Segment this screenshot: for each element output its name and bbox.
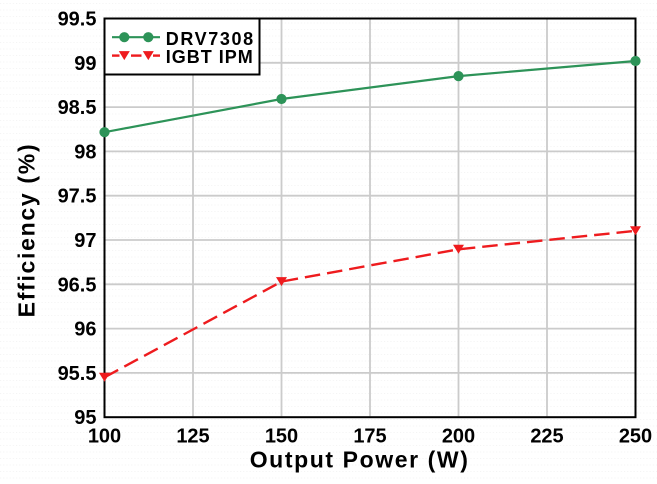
svg-text:DRV7308: DRV7308 [166, 29, 255, 49]
svg-text:125: 125 [176, 426, 209, 448]
svg-text:100: 100 [88, 426, 121, 448]
svg-text:99.5: 99.5 [58, 9, 97, 31]
svg-text:175: 175 [353, 426, 386, 448]
svg-text:95: 95 [74, 407, 96, 429]
svg-text:IGBT IPM: IGBT IPM [166, 47, 254, 67]
svg-text:97: 97 [74, 230, 96, 252]
svg-text:95.5: 95.5 [58, 363, 97, 385]
svg-text:98: 98 [74, 141, 96, 163]
svg-text:97.5: 97.5 [58, 186, 97, 208]
svg-text:225: 225 [530, 426, 563, 448]
svg-text:98.5: 98.5 [58, 97, 97, 119]
svg-text:200: 200 [442, 426, 475, 448]
svg-text:Output Power (W): Output Power (W) [250, 446, 470, 472]
svg-text:99: 99 [74, 53, 96, 75]
svg-text:96: 96 [74, 319, 96, 341]
svg-text:150: 150 [265, 426, 298, 448]
svg-text:250: 250 [619, 426, 652, 448]
svg-text:Efficiency (%): Efficiency (%) [14, 143, 40, 318]
svg-text:96.5: 96.5 [58, 274, 97, 296]
